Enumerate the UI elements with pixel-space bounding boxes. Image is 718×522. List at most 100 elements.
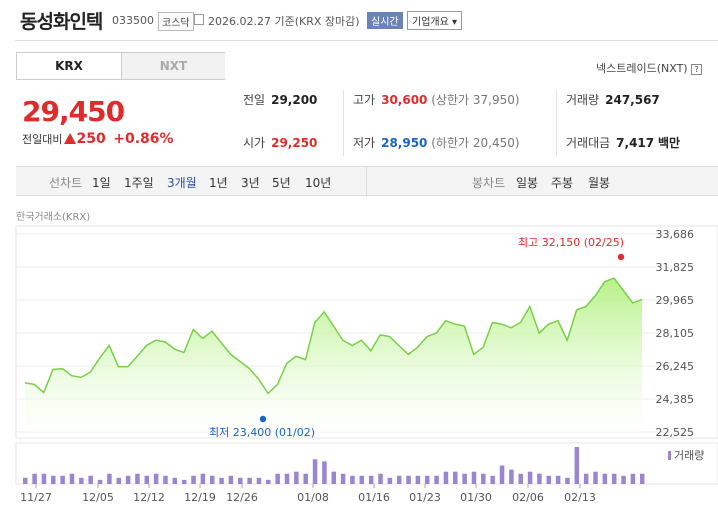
price-area [25,278,642,432]
volume-bar [424,475,430,484]
volume-bar [490,475,495,484]
period-10y[interactable]: 10년 [305,176,332,190]
volume-bar [359,475,365,484]
volume-bar [415,475,421,484]
volume-bar [322,461,327,484]
price-line [24,277,643,395]
volume-bar [331,471,336,484]
period-5y[interactable]: 5년 [272,176,291,190]
volume-bar [79,477,84,484]
volume-bar [537,473,542,484]
quote-date: 2026.02.27 기준(KRX 장마감) [208,15,360,28]
y-tick-label: 31,825 [656,261,695,274]
volume-bar [453,471,458,484]
volume-bar [97,479,103,484]
x-tick-label: 01/30 [460,491,492,504]
volume-bar [284,473,290,484]
low-label: 최저 23,400 (01/02) [209,426,315,439]
stat-volume: 거래량 247,567 [566,93,660,107]
volume-bar [368,475,374,484]
volume-bar [163,475,168,484]
volume-bar [144,475,150,484]
volume-bar [209,475,215,484]
high-label: 최고 32,150 (02/25) [518,236,624,249]
header-divider [15,40,718,41]
x-tick-label: 12/26 [226,491,258,504]
tab-nxt[interactable]: NXT [121,53,225,79]
volume-bar [275,473,280,484]
price-change: 전일대비 250 +0.86% [22,131,174,147]
period-3y[interactable]: 3년 [241,176,260,190]
volume-bar [462,473,467,484]
candle-monthly[interactable]: 월봉 [588,176,611,190]
volume-bar [125,475,131,484]
candle-weekly[interactable]: 주봉 [551,176,574,190]
candle-chart-label: 봉차트 [472,176,506,190]
volume-bar [312,459,318,484]
period-bar: 선차트 1일 1주일 3개월 1년 3년 5년 10년 봉차트 일봉 주봉 월봉 [16,166,718,197]
nextrade-label: 넥스트레이드(NXT) ? [596,60,703,76]
volume-frame [15,442,718,485]
chart-frame [15,225,718,439]
help-icon[interactable]: ? [691,63,703,75]
stats-divider [343,90,344,156]
period-1w[interactable]: 1주일 [124,176,154,190]
stats-divider [556,90,557,156]
volume-bar [107,473,112,484]
stat-high: 고가 30,600 (상한가 37,950) [353,93,520,107]
stock-header: 동성화인텍 033500 코스닥 2026.02.27 기준(KRX 장마감) … [0,0,718,40]
volume-legend-swatch [668,451,671,460]
volume-bar [23,477,28,484]
volume-bar [256,477,262,484]
x-tick-label: 02/06 [512,491,544,504]
x-tick-label: 12/12 [133,491,165,504]
current-price: 29,450 [22,95,125,128]
bar-divider [366,167,367,197]
stat-open: 시가 29,250 [243,136,318,150]
volume-bar [200,473,206,484]
volume-bar [602,473,608,484]
volume-bar [471,471,477,484]
stock-code: 033500 [112,14,154,27]
volume-bar [60,475,65,484]
volume-bar [32,473,37,484]
volume-bar [135,473,140,484]
period-1d[interactable]: 1일 [92,176,111,190]
period-3m[interactable]: 3개월 [167,176,197,190]
volume-bar [116,477,121,484]
tab-krx[interactable]: KRX [17,53,121,79]
volume-bar [378,473,383,484]
stat-amount: 거래대금 7,417 백만 [566,136,681,150]
volume-bar [219,477,224,484]
x-tick-label: 12/19 [184,491,216,504]
company-overview-dropdown[interactable]: 기업개요 ▾ [407,11,462,30]
x-tick-label: 01/16 [358,491,390,504]
volume-bar [509,469,514,484]
exchange-tabs: KRX NXT [16,52,225,80]
line-chart-label: 선차트 [49,176,83,190]
calendar-icon [194,14,204,25]
period-1y[interactable]: 1년 [209,176,228,190]
volume-bar [481,473,486,484]
volume-bar [565,477,570,484]
candle-daily[interactable]: 일봉 [516,176,539,190]
volume-bar [406,475,411,484]
volume-bar [387,477,393,484]
quote-stats: 전일 29,200 고가 30,600 (상한가 37,950) 거래량 247,56… [232,80,718,160]
x-tick-label: 11/27 [20,491,52,504]
volume-bar [527,471,533,484]
x-tick-label: 01/23 [409,491,441,504]
volume-bar [499,465,505,484]
change-amount: 250 [76,131,106,147]
up-triangle-icon [64,133,77,144]
volume-bar [303,473,308,484]
volume-bar [593,471,598,484]
volume-bar [88,475,93,484]
volume-bar [172,477,178,484]
y-tick-label: 29,965 [656,294,695,307]
volume-bar [621,475,626,484]
y-tick-label: 28,105 [656,327,695,340]
volume-bar [434,475,439,484]
realtime-button[interactable]: 실시간 [367,12,403,29]
